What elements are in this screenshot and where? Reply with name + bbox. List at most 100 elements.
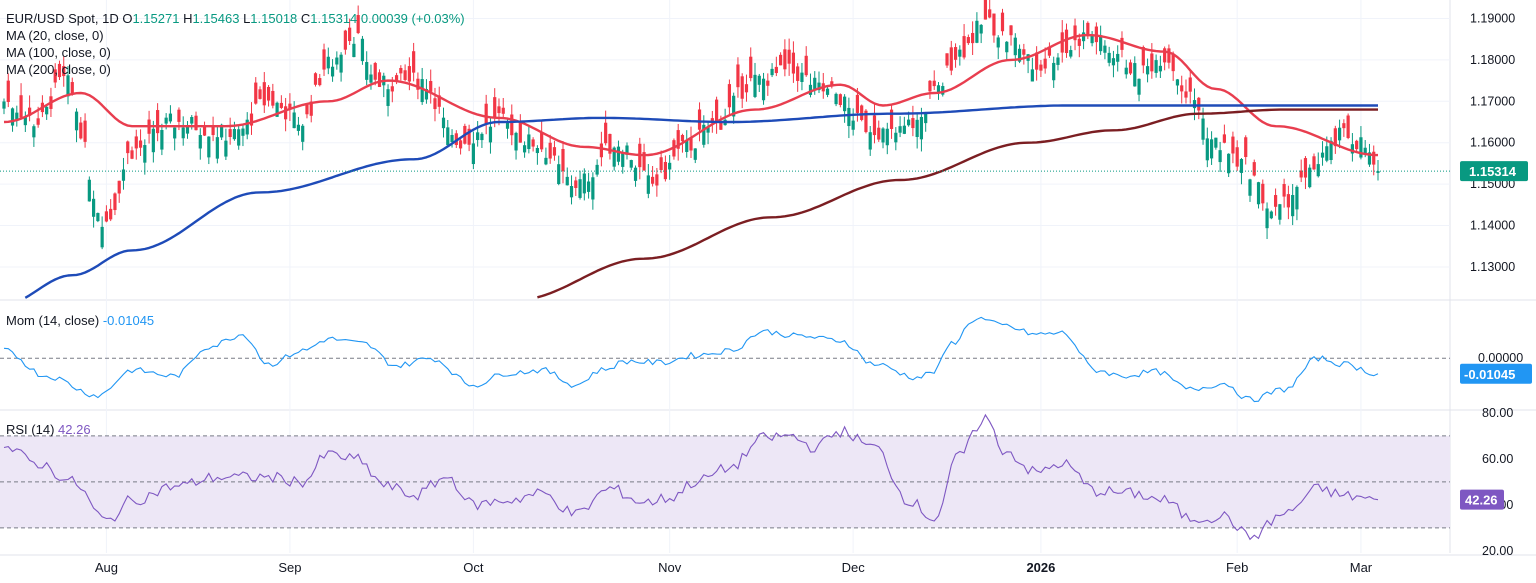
candle-body <box>185 125 190 134</box>
momentum-value-badge <box>1460 363 1532 384</box>
candle-body <box>1154 60 1158 73</box>
candle-body <box>774 66 778 74</box>
time-tick-label: Aug <box>95 560 118 575</box>
candle-body <box>266 86 271 101</box>
candle-body <box>834 93 838 105</box>
candle-body <box>766 80 770 86</box>
ohlc-value: 1.15314 <box>310 11 358 26</box>
candle-body <box>424 89 429 100</box>
candle-body <box>113 193 117 211</box>
rsi-tick-label: 60.00 <box>1482 452 1513 466</box>
candle-body <box>902 125 906 134</box>
candle-body <box>582 173 586 194</box>
candle-body <box>1265 208 1269 229</box>
candle-body <box>719 121 723 130</box>
ma-line-20 <box>3 33 1379 157</box>
candle-body <box>309 101 313 116</box>
candle-body <box>578 179 582 198</box>
candle-body <box>1312 156 1316 170</box>
candle-body <box>915 119 919 138</box>
candle-body <box>488 126 493 143</box>
candle-body <box>510 114 514 136</box>
candle-body <box>1363 147 1367 154</box>
candle-body <box>365 62 369 80</box>
candle-body <box>894 132 898 143</box>
candle-body <box>1291 195 1295 217</box>
candle-body <box>569 186 574 198</box>
candle-body <box>1316 164 1320 177</box>
candle-body <box>1227 153 1231 174</box>
candle-body <box>1205 138 1209 161</box>
time-tick-label: Nov <box>658 560 682 575</box>
candle-body <box>245 119 249 135</box>
candle-body <box>697 109 702 130</box>
candle-body <box>241 128 245 136</box>
candle-body <box>10 108 15 126</box>
candle-body <box>450 134 454 143</box>
candle-body <box>262 82 266 106</box>
candle-body <box>1320 152 1325 158</box>
candle-body <box>70 82 74 94</box>
candle-body <box>1342 123 1346 129</box>
candle-body <box>975 20 979 43</box>
rsi-tick-label: 20.00 <box>1482 544 1513 558</box>
candle-body <box>514 132 518 151</box>
candle-body <box>787 49 791 64</box>
candle-body <box>604 122 608 144</box>
candle-body <box>1022 49 1026 55</box>
candle-body <box>663 161 667 180</box>
panes <box>0 0 1450 541</box>
candle-body <box>715 99 719 123</box>
candle-body <box>971 32 975 44</box>
candle-body <box>1069 50 1073 57</box>
candle-body <box>983 0 988 20</box>
candle-body <box>889 109 894 129</box>
candle-body <box>629 160 633 168</box>
candle-body <box>45 106 49 115</box>
candle-body <box>706 127 710 133</box>
candle-body <box>28 107 32 116</box>
candle-body <box>505 121 510 129</box>
candle-body <box>988 9 992 18</box>
candle-body <box>160 130 164 150</box>
candle-body <box>1295 186 1299 210</box>
candle-body <box>633 167 638 181</box>
candle-body <box>565 176 569 186</box>
candle-body <box>373 63 377 80</box>
candle-body <box>979 24 983 34</box>
candle-body <box>57 63 62 78</box>
candle-body <box>868 132 872 150</box>
grid <box>0 0 1536 556</box>
candle-body <box>1099 35 1103 52</box>
candle-body <box>1286 194 1290 208</box>
candle-body <box>595 164 599 175</box>
candle-body <box>335 57 339 65</box>
candle-body <box>1005 41 1009 53</box>
candle-body <box>1252 162 1256 176</box>
price-tick-label: 1.13000 <box>1470 260 1515 274</box>
candle-body <box>1116 53 1120 62</box>
candle-body <box>177 109 181 122</box>
candle-body <box>744 84 749 93</box>
candle-body <box>689 137 693 151</box>
candle-body <box>693 148 697 160</box>
candle-body <box>642 152 646 171</box>
candle-body <box>181 127 185 139</box>
candle-body <box>322 49 326 70</box>
candle-body <box>19 95 23 118</box>
candle-body <box>949 47 953 71</box>
rsi-value: 42.26 <box>58 422 91 437</box>
candle-body <box>1256 182 1261 205</box>
candle-body <box>557 164 561 185</box>
candle-body <box>164 117 168 124</box>
candle-body <box>531 139 535 147</box>
candle-body <box>540 132 544 150</box>
candle-body <box>813 77 817 91</box>
time-tick-label: Dec <box>842 560 866 575</box>
candle-body <box>1355 140 1359 150</box>
price-tick-label: 1.19000 <box>1470 11 1515 25</box>
candle-body <box>1017 48 1022 62</box>
candle-body <box>612 147 616 167</box>
candle-body <box>608 133 612 154</box>
candle-body <box>441 117 446 129</box>
